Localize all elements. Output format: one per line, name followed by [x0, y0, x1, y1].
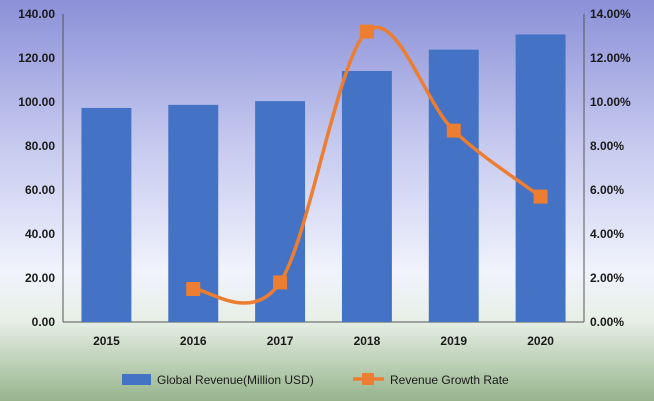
legend-label-growth: Revenue Growth Rate	[390, 373, 509, 387]
x-tick-label: 2019	[440, 334, 467, 348]
right-tick-label: 2.00%	[590, 271, 624, 285]
legend-swatch-revenue	[122, 374, 151, 385]
left-tick-label: 0.00	[32, 315, 56, 329]
left-tick-label: 140.00	[18, 7, 55, 21]
left-tick-label: 80.00	[25, 139, 55, 153]
right-tick-label: 0.00%	[590, 315, 624, 329]
x-tick-label: 2017	[267, 334, 294, 348]
growth-marker-2020	[533, 189, 548, 204]
legend: Global Revenue(Million USD) Revenue Growt…	[122, 373, 509, 387]
right-tick-label: 8.00%	[590, 139, 624, 153]
left-tick-label: 20.00	[25, 271, 55, 285]
x-tick-label: 2018	[354, 334, 381, 348]
right-tick-label: 10.00%	[590, 95, 631, 109]
right-axis-ticks: 0.00% 2.00% 4.00% 6.00% 8.00% 10.00% 12.00% 14.…	[590, 7, 631, 329]
left-tick-label: 100.00	[18, 95, 55, 109]
left-axis-ticks: 0.00 20.00 40.00 60.00 80.00 100.00 120.00 140.…	[18, 7, 55, 329]
right-tick-label: 12.00%	[590, 51, 631, 65]
growth-marker-2018	[359, 24, 374, 39]
growth-marker-2017	[273, 275, 288, 290]
line-series	[186, 24, 548, 305]
legend-swatch-growth-marker	[362, 373, 374, 385]
x-tick-label: 2020	[527, 334, 554, 348]
bar-2020	[515, 34, 566, 323]
right-tick-label: 14.00%	[590, 7, 631, 21]
left-tick-label: 60.00	[25, 183, 55, 197]
right-tick-label: 4.00%	[590, 227, 624, 241]
bar-2018	[341, 70, 392, 322]
x-axis-ticks: 2015 2016 2017 2018 2019 2020	[93, 334, 554, 348]
right-tick-label: 6.00%	[590, 183, 624, 197]
bar-2019	[428, 49, 479, 322]
x-tick-label: 2015	[93, 334, 120, 348]
growth-marker-2019	[446, 123, 461, 138]
left-tick-label: 40.00	[25, 227, 55, 241]
legend-label-revenue: Global Revenue(Million USD)	[157, 373, 314, 387]
bar-2015	[81, 107, 132, 322]
left-tick-label: 120.00	[18, 51, 55, 65]
growth-marker-2016	[186, 282, 201, 296]
x-tick-label: 2016	[180, 334, 207, 348]
